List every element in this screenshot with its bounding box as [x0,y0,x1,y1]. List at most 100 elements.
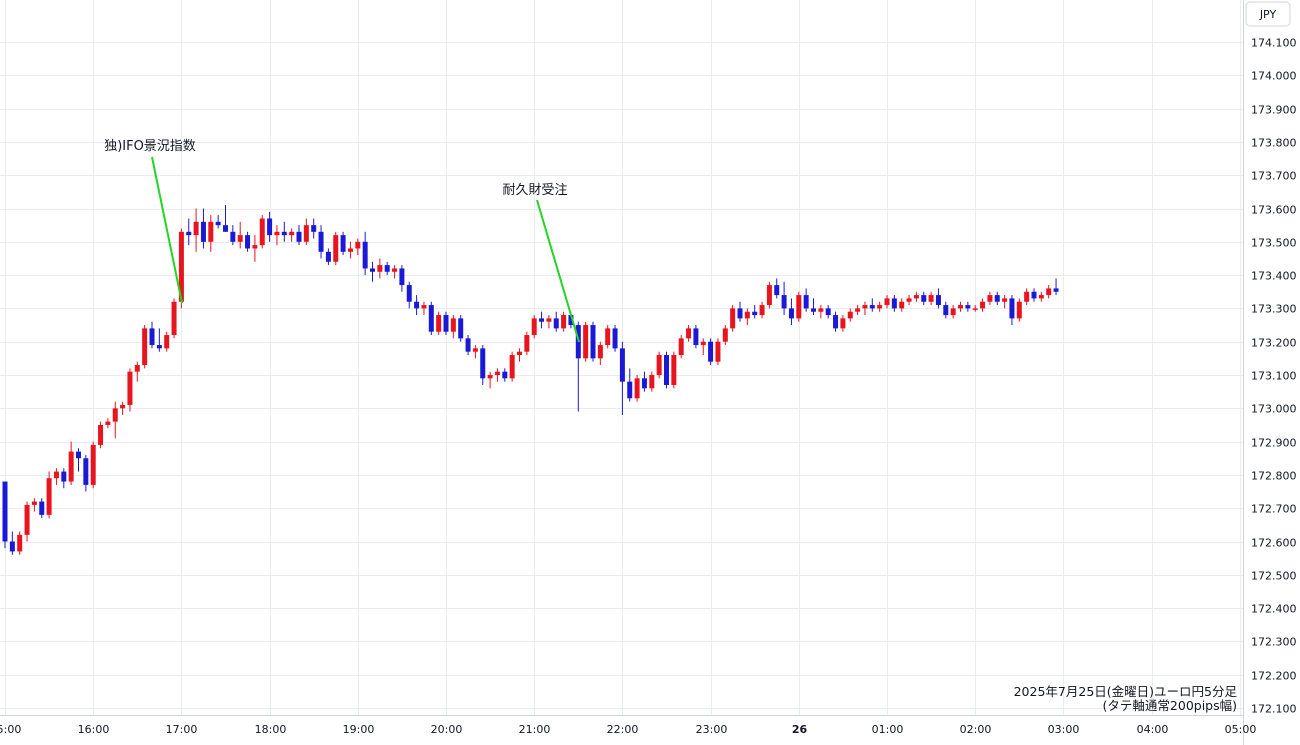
y-tick-label: 172.100 [1251,703,1297,716]
candle [1016,298,1022,322]
x-tick-label: 03:00 [1048,723,1080,736]
candle-body [24,504,30,535]
candle-body [649,375,655,389]
candle-body [458,318,464,339]
y-tick-label: 173.700 [1251,170,1297,183]
candle-body [913,295,919,299]
candle [443,311,449,336]
candle-body [105,421,111,425]
candle-body [752,311,758,316]
candle-body [605,328,611,346]
candle-body [83,458,89,485]
y-tick-label: 172.900 [1251,437,1297,450]
annotation-leader-line [151,156,183,304]
candle [899,298,905,312]
candle [325,248,331,266]
candle [1002,295,1008,309]
candle [347,241,353,259]
candle-body [980,301,986,309]
candle-body [678,338,684,356]
candle [2,481,8,549]
candle [788,298,794,326]
candle-body [200,221,206,242]
candle [553,311,559,332]
candle-body [818,308,824,312]
candle [517,348,522,362]
candle [61,468,67,489]
candle-body [958,305,963,309]
candle [627,368,633,402]
candle-body [399,268,405,286]
candle [494,368,500,382]
candle [17,531,23,555]
candle [281,221,287,242]
candle [678,335,684,359]
y-tick-label: 174.100 [1251,37,1297,50]
x-tick-label: 19:00 [343,723,375,736]
y-tick-label: 173.000 [1251,403,1297,416]
candle-body [671,355,677,385]
candle [252,235,258,262]
x-tick-label: 01:00 [872,723,904,736]
candle [98,421,104,449]
candle-body [193,221,199,236]
candle-body [825,308,831,316]
candle [318,225,324,259]
candle-body [208,221,214,242]
event-annotation: 耐久財受注 [502,183,580,343]
candle-body [965,305,971,309]
candle-body [289,231,295,236]
candle [355,238,361,256]
y-tick-label: 172.700 [1251,503,1297,516]
currency-label-text: JPY [1259,8,1277,21]
candle-body [803,295,809,309]
candle [223,205,228,232]
candle-body [53,471,59,479]
candle-body [17,534,23,552]
candle-body [766,285,772,306]
candle [340,231,346,256]
candle-body [480,348,486,379]
candle [781,281,787,316]
candle-body [347,248,353,252]
x-tick-label: 22:00 [607,723,639,736]
candle [436,311,442,336]
candle-body [553,318,559,329]
candle-body [112,408,118,422]
candle [127,368,133,412]
x-tick-label: 18:00 [255,723,287,736]
candle-body [686,328,692,339]
candle [1046,285,1052,299]
candle-body [274,231,280,236]
candle-body [333,235,339,262]
candle-body [120,404,126,409]
candle-body [98,424,104,445]
candle [774,278,780,299]
candle-body [928,295,934,302]
candle-body [862,305,868,309]
candle [972,305,978,312]
candle [303,218,309,246]
x-tick-label: 02:00 [960,723,992,736]
candle [267,211,273,242]
candle [539,311,545,329]
candle [693,325,699,349]
candle [531,315,537,339]
candle [414,295,420,316]
y-tick-label: 173.300 [1251,303,1297,316]
candle-body [583,325,589,359]
candle [619,341,625,415]
candle-body [619,348,625,382]
candle [178,228,184,309]
candle-body [744,311,750,319]
candle-body [987,295,993,302]
candle [1009,295,1015,326]
candle-body [494,371,500,375]
chart-caption-line2: (タテ軸通常200pips幅) [1103,698,1237,713]
candle-body [68,451,74,482]
candle-body [774,285,780,296]
candle [428,301,434,336]
candle [605,325,611,349]
candle [53,468,59,485]
